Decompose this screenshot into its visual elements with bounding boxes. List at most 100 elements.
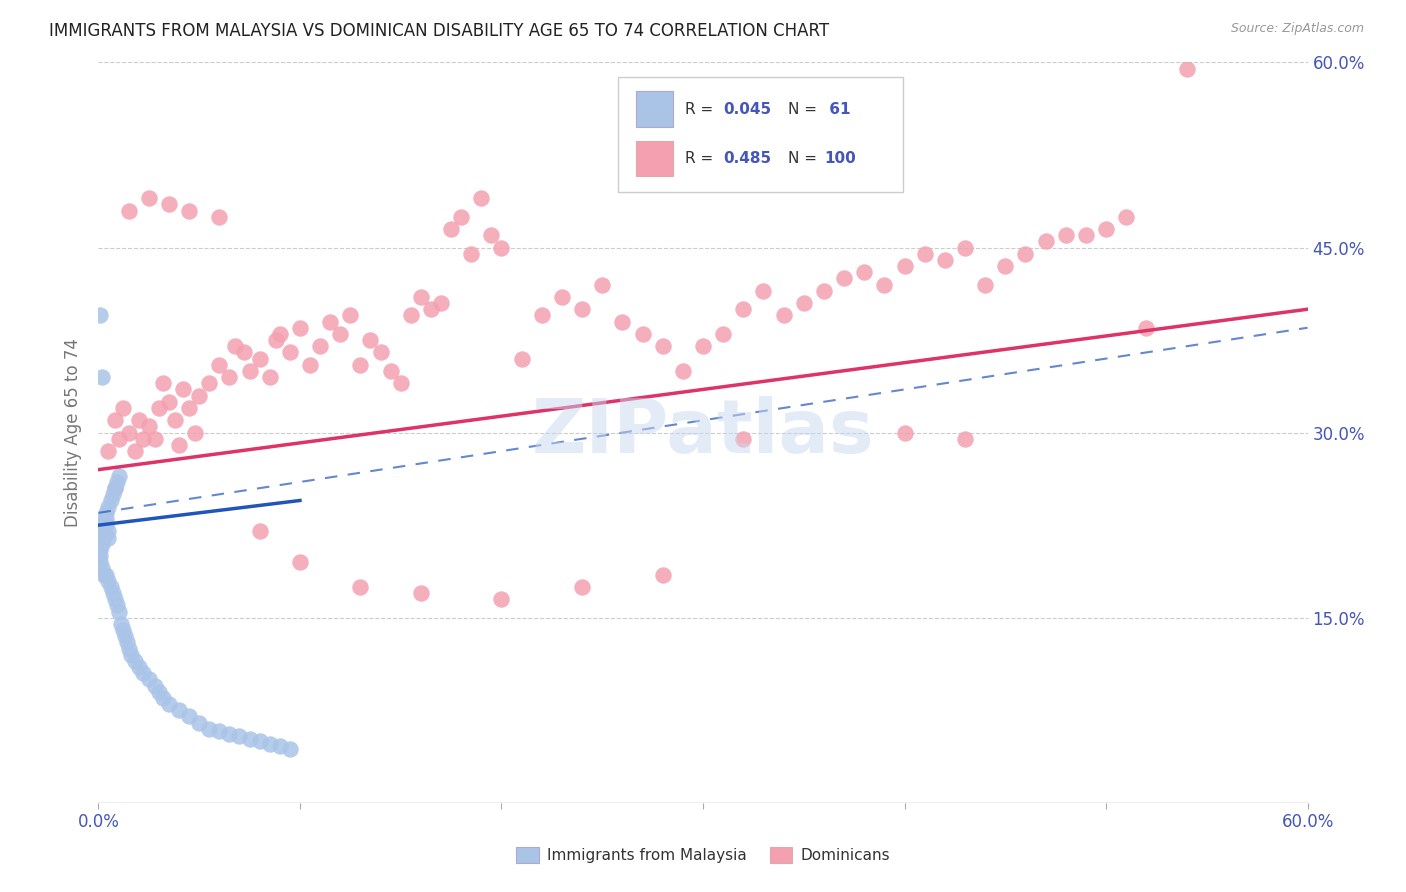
- Point: [97, 500, 120, 514]
- Point: [360, 333, 382, 347]
- Point: [184, 425, 207, 440]
- Point: [105, 599, 128, 613]
- Point: [97, 531, 120, 545]
- Point: [631, 326, 654, 341]
- Point: [89, 542, 111, 557]
- Point: [380, 364, 402, 378]
- Point: [91, 518, 114, 533]
- Point: [450, 210, 472, 224]
- Point: [167, 438, 190, 452]
- Point: [752, 284, 775, 298]
- Point: [100, 580, 122, 594]
- Point: [138, 191, 160, 205]
- Point: [143, 679, 166, 693]
- Point: [103, 413, 125, 427]
- Point: [1074, 228, 1097, 243]
- Point: [100, 493, 122, 508]
- Point: [218, 370, 240, 384]
- Point: [111, 401, 134, 415]
- Point: [239, 364, 262, 378]
- Point: [93, 512, 115, 526]
- Point: [128, 660, 150, 674]
- Text: Source: ZipAtlas.com: Source: ZipAtlas.com: [1230, 22, 1364, 36]
- Point: [96, 512, 118, 526]
- Point: [93, 518, 115, 533]
- Point: [1175, 62, 1198, 76]
- Point: [893, 425, 915, 440]
- Point: [994, 259, 1017, 273]
- Point: [430, 296, 453, 310]
- Point: [953, 240, 976, 255]
- Text: ZIPatlas: ZIPatlas: [531, 396, 875, 469]
- Point: [110, 616, 132, 631]
- Point: [239, 731, 262, 746]
- Point: [167, 703, 190, 717]
- Point: [96, 506, 118, 520]
- Point: [530, 309, 553, 323]
- Point: [96, 518, 118, 533]
- Point: [370, 345, 392, 359]
- Point: [460, 246, 482, 260]
- Point: [143, 432, 166, 446]
- Point: [148, 401, 170, 415]
- Point: [198, 722, 221, 736]
- Point: [934, 252, 956, 267]
- Point: [103, 481, 125, 495]
- Point: [157, 697, 180, 711]
- Point: [832, 271, 855, 285]
- Point: [148, 685, 170, 699]
- Point: [339, 309, 361, 323]
- Point: [114, 629, 136, 643]
- Point: [97, 524, 120, 539]
- Point: [249, 524, 271, 539]
- Text: IMMIGRANTS FROM MALAYSIA VS DOMINICAN DISABILITY AGE 65 TO 74 CORRELATION CHART: IMMIGRANTS FROM MALAYSIA VS DOMINICAN DI…: [49, 22, 830, 40]
- Point: [612, 314, 634, 328]
- Point: [124, 444, 146, 458]
- Text: 0.045: 0.045: [724, 102, 772, 117]
- Point: [91, 531, 114, 545]
- Point: [551, 290, 574, 304]
- Point: [172, 383, 194, 397]
- Point: [111, 623, 134, 637]
- Point: [914, 246, 936, 260]
- Point: [232, 345, 254, 359]
- Point: [179, 709, 201, 723]
- Point: [440, 222, 463, 236]
- Point: [224, 339, 246, 353]
- Point: [152, 376, 174, 391]
- Text: R =: R =: [685, 151, 718, 166]
- Point: [91, 524, 114, 539]
- Text: 61: 61: [824, 102, 851, 117]
- Point: [218, 727, 240, 741]
- Point: [198, 376, 221, 391]
- Point: [1054, 228, 1077, 243]
- Point: [93, 524, 115, 539]
- Point: [269, 739, 291, 753]
- Point: [118, 641, 141, 656]
- Point: [120, 648, 142, 662]
- Point: [89, 309, 111, 323]
- Point: [571, 302, 593, 317]
- Point: [228, 729, 250, 743]
- Point: [107, 605, 129, 619]
- Point: [208, 210, 231, 224]
- Point: [188, 715, 211, 730]
- Point: [1115, 210, 1137, 224]
- Point: [269, 326, 291, 341]
- Point: [409, 586, 432, 600]
- Text: N =: N =: [787, 102, 821, 117]
- Point: [89, 536, 111, 550]
- Point: [591, 277, 613, 292]
- Point: [1035, 235, 1057, 249]
- Point: [107, 468, 129, 483]
- Legend: Immigrants from Malaysia, Dominicans: Immigrants from Malaysia, Dominicans: [510, 841, 896, 869]
- Point: [107, 432, 129, 446]
- Point: [124, 654, 146, 668]
- Point: [103, 592, 125, 607]
- Point: [208, 724, 231, 739]
- Point: [893, 259, 915, 273]
- Point: [163, 413, 186, 427]
- Point: [101, 487, 124, 501]
- Point: [105, 475, 128, 489]
- Point: [510, 351, 533, 366]
